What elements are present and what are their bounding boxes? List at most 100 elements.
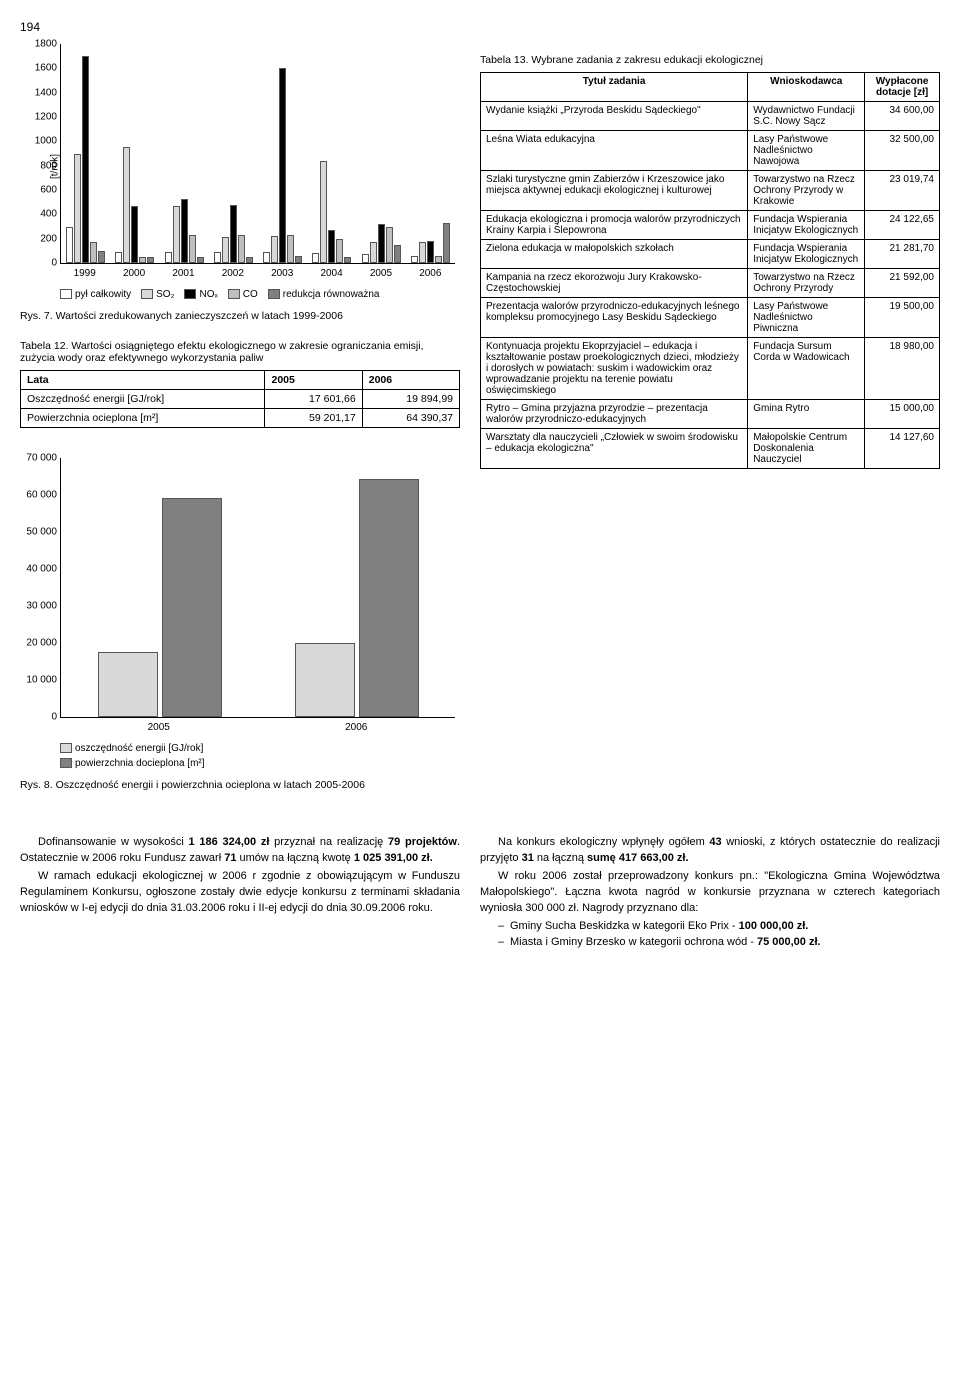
fig7-ytick: 1000	[23, 136, 57, 147]
task-title-cell: Kontynuacja projektu Ekoprzyjaciel – edu…	[481, 338, 748, 400]
table-row: Rytro – Gmina przyjazna przyrodzie – pre…	[481, 400, 940, 429]
legend-swatch	[228, 289, 240, 299]
applicant-cell: Lasy Państwowe Nadleśnictwo Piwniczna	[748, 298, 865, 338]
applicant-cell: Małopolskie Centrum Doskonalenia Nauczyc…	[748, 429, 865, 469]
amount-cell: 18 980,00	[865, 338, 940, 400]
task-title-cell: Wydanie książki „Przyroda Beskidu Sądeck…	[481, 102, 748, 131]
amount-cell: 19 500,00	[865, 298, 940, 338]
fig7-ytick: 0	[23, 258, 57, 269]
applicant-cell: Fundacja Wspierania Inicjatyw Ekologiczn…	[748, 240, 865, 269]
br-li2b: 75 000,00 zł.	[757, 936, 821, 948]
br-li1b: 100 000,00 zł.	[739, 920, 809, 932]
fig7-legend-item: NOₓ	[184, 289, 217, 300]
fig7-bar	[378, 224, 385, 263]
fig7-ytick: 1600	[23, 63, 57, 74]
table-row: Warsztaty dla nauczycieli „Człowiek w sw…	[481, 429, 940, 469]
fig7-bar	[173, 206, 180, 263]
fig7-bar	[279, 68, 286, 263]
amount-cell: 32 500,00	[865, 131, 940, 171]
fig8-ytick: 60 000	[23, 490, 57, 501]
bl-p2: W ramach edukacji ekologicznej w 2006 r …	[20, 869, 460, 917]
amount-cell: 14 127,60	[865, 429, 940, 469]
fig8-bar	[98, 652, 158, 717]
applicant-cell: Fundacja Sursum Corda w Wadowicach	[748, 338, 865, 400]
fig8-legend-item: oszczędność energii [GJ/rok]	[60, 743, 203, 754]
br-li1a: Gminy Sucha Beskidzka w kategorii Eko Pr…	[510, 920, 739, 932]
fig7-ytick: 800	[23, 160, 57, 171]
t12-r1-v2: 64 390,37	[362, 409, 459, 428]
fig7-chart: [t/rok] 02004006008001000120014001600180…	[20, 44, 460, 300]
amount-cell: 21 592,00	[865, 269, 940, 298]
fig8-ytick: 30 000	[23, 601, 57, 612]
task-title-cell: Edukacja ekologiczna i promocja walorów …	[481, 211, 748, 240]
applicant-cell: Gmina Rytro	[748, 400, 865, 429]
fig7-xtick: 2000	[109, 264, 158, 279]
fig8-bar	[162, 498, 222, 717]
fig7-bar	[246, 257, 253, 263]
br-p1e: na łączną	[534, 852, 587, 864]
fig7-group	[307, 161, 356, 263]
t12-r1-l: Powierzchnia ocieplona [m²]	[21, 409, 265, 428]
fig7-bar	[98, 251, 105, 263]
table-row: Kontynuacja projektu Ekoprzyjaciel – edu…	[481, 338, 940, 400]
fig7-bar	[74, 154, 81, 264]
fig7-bar	[394, 245, 401, 263]
legend-swatch	[60, 289, 72, 299]
t12-h1: 2005	[265, 371, 362, 390]
fig7-bar	[320, 161, 327, 263]
fig7-bar	[189, 235, 196, 263]
fig7-bar	[197, 257, 204, 263]
br-li1: Gminy Sucha Beskidzka w kategorii Eko Pr…	[498, 919, 940, 935]
fig8-ytick: 10 000	[23, 675, 57, 686]
br-p1a: Na konkurs ekologiczny wpłynęły ogółem	[498, 836, 709, 848]
fig7-bar	[312, 253, 319, 263]
t13-h2: Wypłacone dotacje [zł]	[865, 73, 940, 102]
fig7-group	[357, 224, 406, 263]
task-title-cell: Zielona edukacja w małopolskich szkołach	[481, 240, 748, 269]
fig8-ytick: 0	[23, 712, 57, 723]
legend-swatch	[268, 289, 280, 299]
fig7-xtick: 2003	[258, 264, 307, 279]
legend-swatch	[141, 289, 153, 299]
table12-caption: Tabela 12. Wartości osiągniętego efektu …	[20, 340, 460, 364]
body-left: Dofinansowanie w wysokości 1 186 324,00 …	[20, 835, 460, 951]
table-row: Zielona edukacja w małopolskich szkołach…	[481, 240, 940, 269]
applicant-cell: Towarzystwo na Rzecz Ochrony Przyrody w …	[748, 171, 865, 211]
applicant-cell: Lasy Państwowe Nadleśnictwo Nawojowa	[748, 131, 865, 171]
fig7-legend-item: SO₂	[141, 289, 174, 300]
br-p1b: 43	[709, 836, 721, 848]
t12-r0-v1: 17 601,66	[265, 390, 362, 409]
fig7-xtick: 2005	[356, 264, 405, 279]
fig7-bar	[214, 252, 221, 263]
fig8-ytick: 20 000	[23, 638, 57, 649]
fig7-bar	[411, 256, 418, 263]
fig8-chart: 010 00020 00030 00040 00050 00060 00070 …	[20, 458, 460, 769]
fig8-group	[258, 479, 455, 717]
fig8-group	[61, 498, 258, 717]
fig7-ytick: 1800	[23, 39, 57, 50]
bl-p1h: 1 025 391,00 zł.	[354, 852, 433, 864]
fig7-bar	[336, 239, 343, 263]
bl-p1c: przyznał na realizację	[269, 836, 388, 848]
table-row: Szlaki turystyczne gmin Zabierzów i Krze…	[481, 171, 940, 211]
table12: Lata 2005 2006 Oszczędność energii [GJ/r…	[20, 370, 460, 428]
fig8-ytick: 70 000	[23, 453, 57, 464]
fig7-bar	[165, 252, 172, 263]
fig7-legend-item: pył całkowity	[60, 289, 131, 300]
legend-swatch	[60, 743, 72, 753]
fig8-bar	[359, 479, 419, 717]
amount-cell: 21 281,70	[865, 240, 940, 269]
page-number: 194	[20, 20, 940, 34]
fig7-bar	[443, 223, 450, 263]
task-title-cell: Prezentacja walorów przyrodniczo-edukacy…	[481, 298, 748, 338]
table-row: Edukacja ekologiczna i promocja walorów …	[481, 211, 940, 240]
fig7-bar	[344, 257, 351, 263]
fig7-legend: pył całkowitySO₂NOₓCOredukcja równoważna	[60, 289, 460, 300]
fig7-bar	[66, 227, 73, 264]
fig8-bar	[295, 643, 355, 717]
fig7-group	[258, 68, 307, 263]
fig7-bar	[287, 235, 294, 263]
fig7-ytick: 600	[23, 185, 57, 196]
fig7-group	[209, 205, 258, 263]
applicant-cell: Towarzystwo na Rzecz Ochrony Przyrody	[748, 269, 865, 298]
